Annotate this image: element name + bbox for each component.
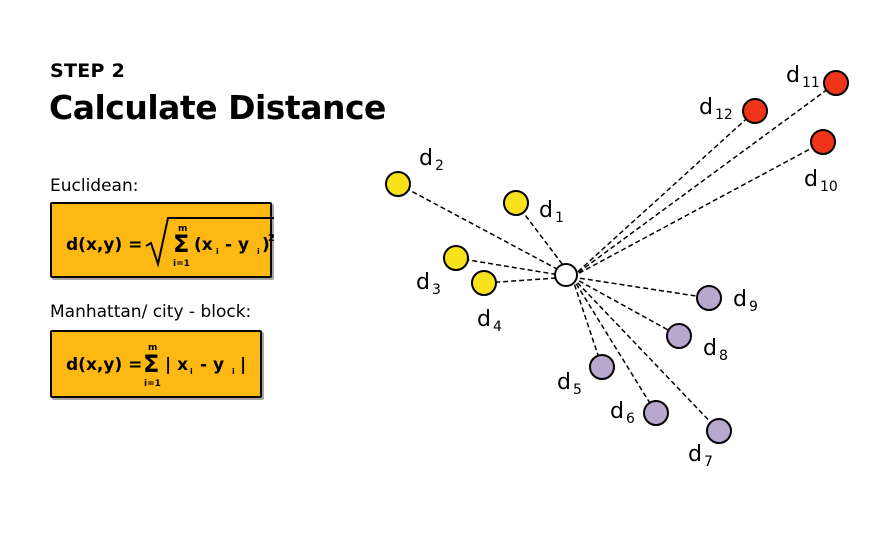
sum-upper: m [178, 224, 187, 234]
label-d12: d 12 [699, 95, 733, 123]
distance-line-d4 [483, 276, 573, 284]
point-d6 [643, 400, 669, 426]
distance-lines [397, 82, 837, 432]
euclidean-formula-box: d(x,y) = m Σ i=1 (x i - y i ) 2 [50, 202, 274, 278]
euclidean-formula: d(x,y) = m Σ i=1 (x i - y i ) 2 [66, 217, 274, 269]
distance-line-d12 [571, 110, 756, 278]
distance-line-d2 [397, 183, 573, 278]
term-x: | x [165, 355, 188, 375]
distance-line-d8 [571, 276, 680, 337]
query-point [554, 263, 578, 287]
sum-lower: i=1 [173, 259, 190, 269]
term-x: (x [194, 235, 213, 255]
manhattan-formula: d(x,y) = m Σ i=1 | x i - y i | [66, 343, 246, 389]
term-close: | [240, 355, 246, 375]
sum-upper: m [148, 343, 157, 353]
point-d2 [385, 171, 411, 197]
point-d9 [696, 285, 722, 311]
sigma-symbol: Σ [173, 230, 189, 258]
point-d5 [589, 354, 615, 380]
point-labels: d 1 d 2 d 3 d 4 d 5 d 6 d 7 d 8d 9 d 10 d 11 d 12 [416, 63, 838, 470]
distance-line-d9 [571, 276, 710, 299]
point-d8 [666, 323, 692, 349]
sub-x: i [216, 247, 219, 256]
point-d3 [443, 245, 469, 271]
manhattan-label: Manhattan/ city - block: [50, 302, 252, 322]
euclidean-label: Euclidean: [50, 176, 139, 196]
sum-lower: i=1 [144, 379, 161, 389]
step-label: STEP 2 [50, 60, 126, 82]
term-close: ) [262, 235, 270, 255]
label-d10: d 10 [804, 167, 838, 195]
page-title: Calculate Distance [49, 88, 386, 127]
formula-lhs: d(x,y) = [66, 355, 142, 375]
data-points [385, 70, 849, 444]
distance-line-d11 [571, 82, 837, 278]
manhattan-formula-box: d(x,y) = m Σ i=1 | x i - y i | [50, 330, 262, 398]
term-minus-y: - y [225, 235, 249, 255]
point-d11 [823, 70, 849, 96]
distance-line-d3 [455, 257, 573, 278]
sigma-symbol: Σ [143, 350, 159, 378]
distance-line-d7 [571, 276, 720, 432]
power: 2 [268, 233, 274, 244]
sub-y: i [257, 247, 260, 256]
point-d10 [810, 129, 836, 155]
sub-y: i [232, 367, 235, 376]
term-minus-y: - y [200, 355, 224, 375]
point-d7 [706, 418, 732, 444]
distance-line-d6 [571, 276, 657, 414]
sqrt-sign [145, 217, 274, 268]
label-d11: d 11 [786, 63, 820, 91]
point-d12 [742, 98, 768, 124]
sub-x: i [190, 367, 193, 376]
formula-lhs: d(x,y) = [66, 235, 142, 255]
point-d1 [503, 190, 529, 216]
point-d4 [471, 270, 497, 296]
